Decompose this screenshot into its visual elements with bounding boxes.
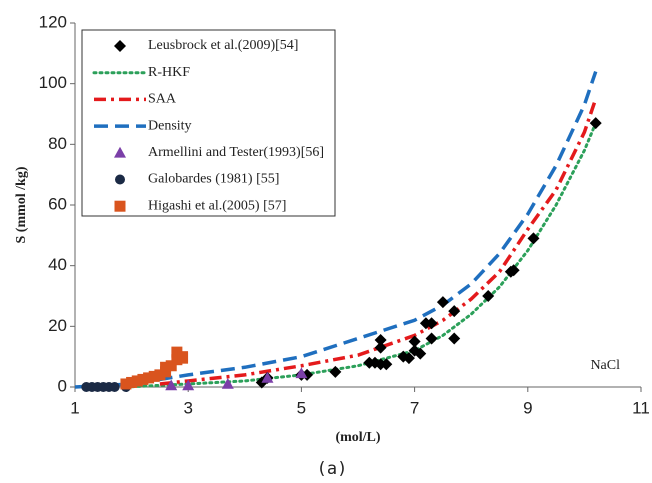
data-point: [436, 296, 449, 309]
data-point: [137, 373, 149, 385]
data-point: [160, 361, 172, 373]
y-tick-label: 120: [39, 12, 67, 31]
annotation: NaCl: [590, 358, 620, 373]
data-point: [380, 358, 393, 371]
series-line: [159, 98, 598, 386]
y-tick-label: 80: [48, 134, 67, 153]
legend-label: Armellini and Tester(1993)[56]: [148, 145, 324, 160]
data-point: [448, 332, 461, 345]
data-point: [171, 354, 183, 366]
x-tick-label: 5: [297, 398, 306, 417]
x-tick-label: 9: [523, 398, 532, 417]
data-point: [329, 365, 342, 378]
y-tick-label: 60: [48, 194, 67, 213]
y-tick-label: 40: [48, 255, 67, 274]
caption: (a): [317, 459, 348, 479]
y-tick-label: 100: [39, 73, 67, 92]
data-point: [143, 372, 155, 384]
legend-marker: [114, 146, 126, 158]
y-tick-label: 0: [58, 376, 67, 395]
data-point: [131, 375, 143, 387]
legend-label: R-HKF: [148, 65, 190, 80]
x-tick-label: 1: [70, 398, 79, 417]
data-point: [482, 290, 495, 302]
data-point: [165, 379, 178, 391]
data-point: [295, 367, 308, 379]
data-point: [507, 264, 520, 277]
y-tick-label: 20: [48, 316, 67, 335]
data-point: [425, 317, 438, 330]
data-point: [414, 347, 427, 360]
legend-label: SAA: [148, 92, 177, 107]
data-point: [221, 377, 234, 389]
data-point: [154, 369, 166, 381]
legend-box: [81, 29, 336, 217]
data-point: [261, 371, 274, 383]
data-point: [148, 370, 160, 382]
x-tick-label: 11: [632, 398, 650, 417]
data-point: [589, 117, 602, 130]
legend-marker: [114, 40, 126, 52]
data-point: [448, 305, 461, 318]
legend-label: Leusbrock et al.(2009)[54]: [148, 38, 298, 53]
data-point: [177, 352, 189, 364]
data-point: [402, 352, 415, 365]
y-axis-label: S (mmol /kg): [14, 166, 29, 243]
data-point: [182, 379, 195, 391]
x-axis-label: (mol/L): [335, 430, 380, 445]
legend-label: Galobardes (1981) [55]: [148, 172, 279, 187]
data-point: [171, 346, 183, 358]
data-point: [374, 333, 387, 346]
x-tick-label: 7: [410, 398, 419, 417]
legend-label: Density: [148, 118, 192, 133]
data-point: [425, 332, 438, 345]
legend-marker: [115, 174, 125, 185]
data-point: [109, 382, 120, 392]
legend-marker: [114, 200, 126, 212]
series-line: [124, 121, 598, 389]
data-point: [408, 335, 421, 348]
data-point: [165, 360, 177, 372]
x-tick-label: 3: [183, 398, 192, 417]
data-point: [126, 376, 138, 388]
data-point: [120, 378, 132, 390]
data-point: [527, 232, 540, 245]
data-point: [374, 341, 387, 354]
legend-label: Higashi et al.(2005) [57]: [148, 198, 286, 213]
series-line: [74, 70, 598, 389]
